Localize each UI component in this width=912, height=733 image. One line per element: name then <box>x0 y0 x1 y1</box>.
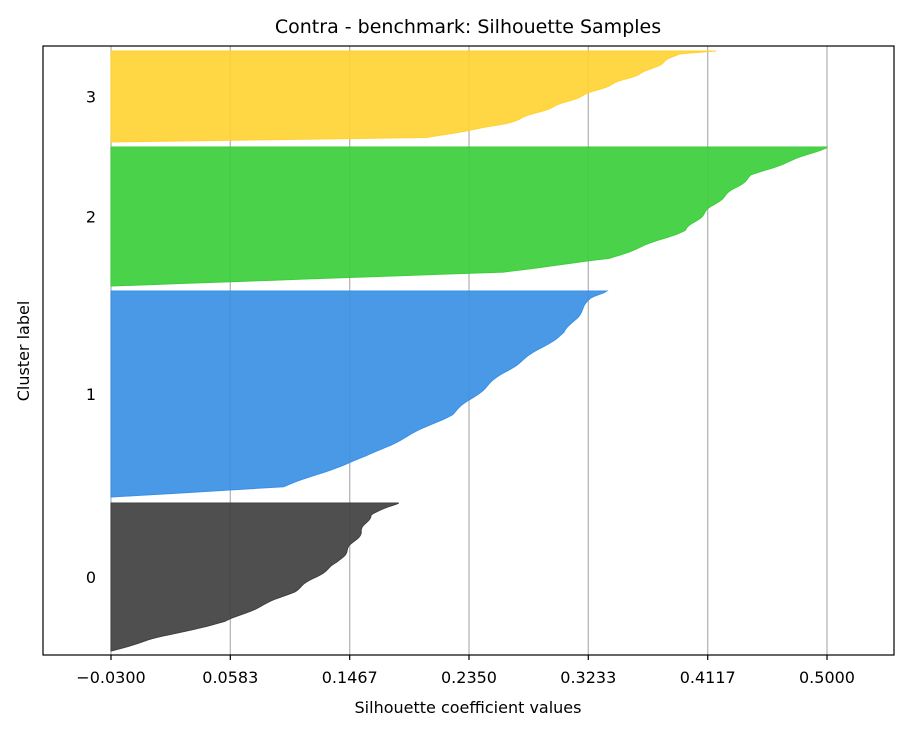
cluster-label-3: 3 <box>86 88 96 107</box>
cluster-labels: 0 1 2 3 <box>86 88 96 588</box>
cluster-2-area <box>110 146 829 287</box>
cluster-label-2: 2 <box>86 208 96 227</box>
x-tick-label-0: −0.0300 <box>76 668 145 687</box>
cluster-3-area <box>110 50 717 143</box>
cluster-label-0: 0 <box>86 568 96 587</box>
cluster-areas <box>110 50 829 652</box>
cluster-1-area <box>110 290 609 498</box>
x-tick-label-3: 0.2350 <box>441 668 497 687</box>
x-axis-title: Silhouette coefficient values <box>355 698 582 717</box>
y-axis-title: Cluster label <box>14 301 33 402</box>
x-tick-label-5: 0.4117 <box>680 668 736 687</box>
chart-title: Contra - benchmark: Silhouette Samples <box>275 16 661 38</box>
x-tick-label-1: 0.0583 <box>202 668 258 687</box>
x-tick-label-4: 0.3233 <box>560 668 616 687</box>
x-tick-label-2: 0.1467 <box>322 668 378 687</box>
x-tick-label-6: 0.5000 <box>799 668 855 687</box>
cluster-0-area <box>110 502 399 652</box>
cluster-label-1: 1 <box>86 385 96 404</box>
x-axis-ticks: −0.0300 0.0583 0.1467 0.2350 0.3233 0.4117 0.5… <box>76 655 855 687</box>
